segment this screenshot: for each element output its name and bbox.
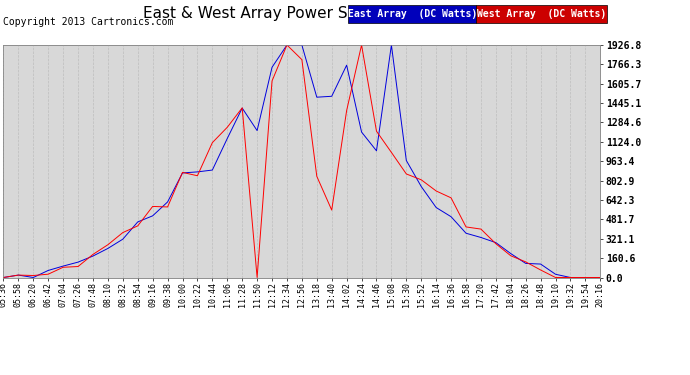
Text: Copyright 2013 Cartronics.com: Copyright 2013 Cartronics.com [3, 17, 174, 27]
Text: West Array  (DC Watts): West Array (DC Watts) [477, 9, 607, 19]
Text: East Array  (DC Watts): East Array (DC Watts) [348, 9, 477, 19]
Text: East & West Array Power Sat Jun 29 20:32: East & West Array Power Sat Jun 29 20:32 [143, 6, 464, 21]
